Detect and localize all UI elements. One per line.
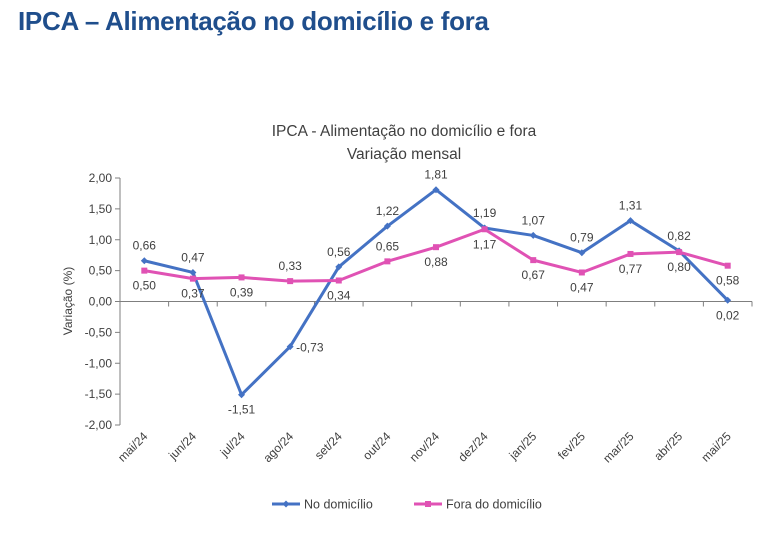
y-tick-label: -1,00 [85, 356, 113, 370]
legend-label: Fora do domicílio [446, 498, 542, 512]
x-tick-label: set/24 [312, 429, 345, 462]
axes: 2,00 1,50 1,00 0,50 0,00 -0,50 -1,00 -1,50 -2,00… [85, 171, 753, 466]
x-tick-label: abr/25 [651, 429, 685, 463]
data-point [433, 244, 439, 251]
data-label: 0,50 [133, 279, 157, 293]
data-label: 0,79 [570, 231, 594, 245]
x-tick-label: ago/24 [260, 429, 296, 465]
data-point [286, 343, 294, 351]
x-tick-label: out/24 [360, 429, 394, 463]
data-label: 0,65 [376, 239, 400, 253]
x-tick-label: mai/24 [115, 429, 151, 465]
y-tick-label: 1,00 [89, 233, 113, 247]
x-tick-label: mai/25 [698, 429, 734, 465]
data-label: 0,66 [133, 239, 157, 253]
data-point [141, 267, 148, 274]
data-point [287, 278, 294, 285]
data-label: 0,47 [570, 280, 594, 294]
y-tick-label: 1,50 [89, 202, 113, 216]
page-title: IPCA – Alimentação no domicílio e fora [18, 6, 489, 36]
data-point [578, 269, 585, 276]
chart-subtitle: Variação mensal [347, 146, 461, 163]
y-tick-label: -1,50 [85, 387, 113, 401]
legend-swatch-marker [425, 501, 431, 507]
data-label: 0,33 [278, 259, 302, 273]
y-tick-label: -0,50 [85, 325, 113, 339]
data-point [530, 257, 537, 264]
x-tick-label: nov/24 [407, 429, 443, 465]
data-label: -0,73 [296, 341, 324, 355]
y-tick-label: -2,00 [85, 418, 113, 432]
data-label: 0,47 [181, 250, 205, 264]
data-point [335, 263, 343, 271]
x-tick-label: fev/25 [555, 429, 588, 462]
data-label: 0,77 [619, 262, 643, 276]
data-point [529, 231, 537, 239]
legend-swatch-marker [282, 500, 290, 508]
chart-title: IPCA - Alimentação no domicílio e fora [272, 123, 537, 140]
data-point [578, 249, 586, 257]
data-point [724, 296, 732, 304]
x-tick-label: jan/25 [506, 429, 540, 463]
data-label: 1,81 [424, 168, 448, 182]
data-point [189, 268, 197, 276]
data-label: -1,51 [228, 403, 256, 417]
data-point [481, 226, 488, 233]
data-label: 1,22 [376, 204, 400, 218]
x-tick-label: jun/24 [165, 429, 199, 463]
data-label: 0,80 [667, 260, 691, 274]
data-label: 1,19 [473, 206, 497, 220]
data-label: 0,88 [424, 255, 448, 269]
data-point [335, 277, 342, 284]
data-label: 0,58 [716, 274, 740, 288]
y-axis-label: Variação (%) [61, 267, 75, 335]
data-point [238, 274, 245, 281]
series-layer [140, 186, 732, 399]
data-label: 0,02 [716, 308, 740, 322]
data-label: 1,17 [473, 237, 497, 251]
legend-label: No domicílio [304, 498, 373, 512]
x-tick-label: jul/24 [217, 429, 248, 460]
data-point [238, 391, 246, 399]
data-point [676, 249, 683, 256]
data-label: 0,82 [667, 229, 691, 243]
data-point [724, 262, 731, 269]
data-label: 0,67 [522, 268, 546, 282]
x-tick-label: mar/25 [600, 429, 637, 466]
data-label: 0,56 [327, 245, 351, 259]
data-label: 1,31 [619, 199, 643, 213]
data-point [627, 250, 634, 257]
x-tick-label: dez/24 [455, 429, 491, 465]
legend: No domicílio Fora do domicílio [272, 498, 542, 512]
data-point [383, 222, 391, 230]
y-tick-label: 0,50 [89, 264, 113, 278]
data-point [384, 258, 391, 265]
data-labels-layer: 0,66 0,47 -1,51 -0,73 0,56 1,22 1,81 1,19 1,07 0,… [133, 168, 740, 417]
data-point [626, 217, 634, 225]
y-tick-label: 0,00 [89, 295, 113, 309]
data-point [432, 186, 440, 194]
data-label: 0,34 [327, 289, 351, 303]
data-point [189, 275, 196, 282]
data-label: 0,39 [230, 285, 254, 299]
data-label: 0,37 [181, 287, 205, 301]
data-label: 1,07 [522, 213, 546, 227]
y-tick-label: 2,00 [89, 171, 113, 185]
data-point [140, 257, 148, 265]
